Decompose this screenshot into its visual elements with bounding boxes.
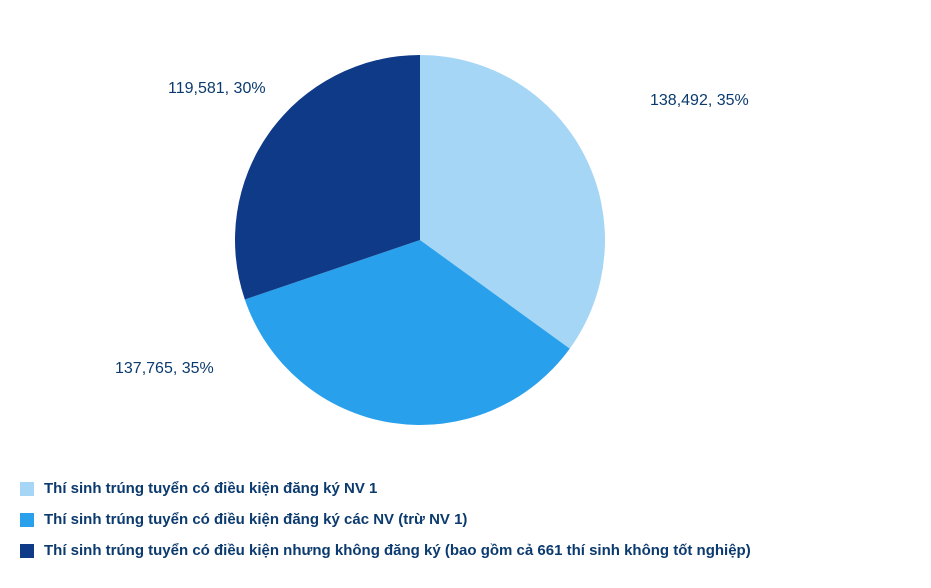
pie-chart-svg: [0, 0, 931, 470]
pie-chart-area: 138,492, 35% 137,765, 35% 119,581, 30%: [0, 0, 931, 470]
slice-label-1: 137,765, 35%: [115, 360, 214, 378]
legend-item-2: Thí sinh trúng tuyển có điều kiện nhưng …: [20, 542, 751, 559]
legend: Thí sinh trúng tuyển có điều kiện đăng k…: [20, 480, 751, 573]
legend-text-0: Thí sinh trúng tuyển có điều kiện đăng k…: [44, 480, 377, 497]
legend-swatch-2: [20, 544, 34, 558]
legend-swatch-1: [20, 513, 34, 527]
slice-label-0: 138,492, 35%: [650, 92, 749, 110]
legend-text-1: Thí sinh trúng tuyển có điều kiện đăng k…: [44, 511, 467, 528]
legend-item-0: Thí sinh trúng tuyển có điều kiện đăng k…: [20, 480, 751, 497]
legend-text-2: Thí sinh trúng tuyển có điều kiện nhưng …: [44, 542, 751, 559]
legend-swatch-0: [20, 482, 34, 496]
legend-item-1: Thí sinh trúng tuyển có điều kiện đăng k…: [20, 511, 751, 528]
slice-label-2: 119,581, 30%: [168, 80, 266, 98]
chart-container: 138,492, 35% 137,765, 35% 119,581, 30% T…: [0, 0, 931, 588]
